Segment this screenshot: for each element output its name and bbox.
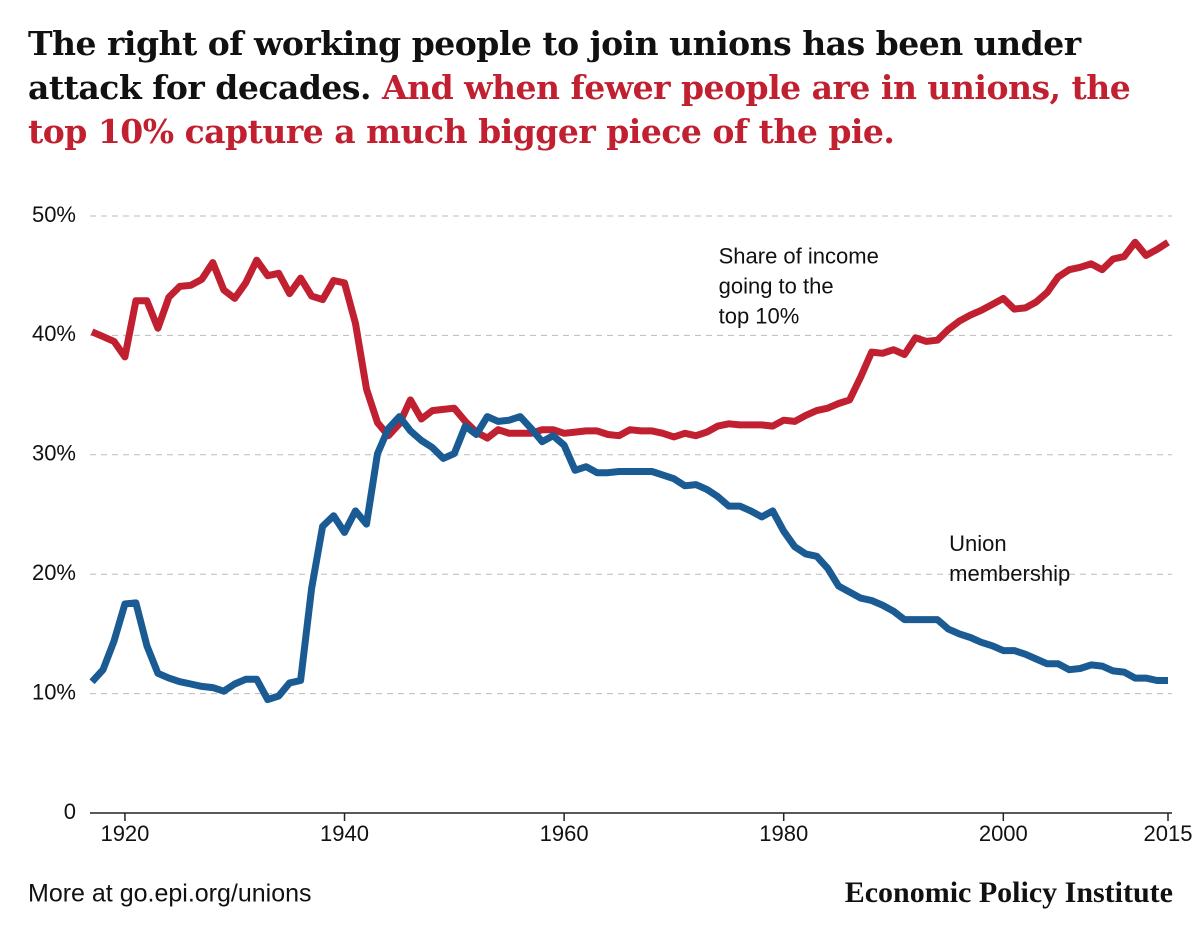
annotation: Share of income [719, 243, 879, 268]
x-tick-label: 1920 [100, 821, 149, 846]
title-main: The right of working people to join unio… [28, 24, 1081, 107]
source-note: More at go.epi.org/unions [28, 880, 312, 908]
series-line [90, 238, 1170, 442]
source: Economic Policy Institute [845, 876, 1173, 909]
chart-title: The right of working people to join unio… [28, 22, 1178, 154]
y-tick-label: 0 [64, 799, 76, 824]
title-highlight: And when fewer people are in unions, the… [28, 68, 1131, 151]
series-line [89, 413, 1168, 704]
x-tick-label: 2015 [1144, 821, 1193, 846]
x-tick-label: 1940 [320, 821, 369, 846]
annotation: membership [949, 561, 1070, 586]
y-tick-label: 50% [32, 202, 76, 227]
annotation: top 10% [719, 303, 800, 328]
annotation: Union [949, 531, 1006, 556]
y-tick-label: 40% [32, 321, 76, 346]
x-tick-label: 2000 [979, 821, 1028, 846]
x-tick-label: 1960 [540, 821, 589, 846]
y-tick-label: 10% [32, 679, 76, 704]
x-tick-label: 1980 [759, 821, 808, 846]
y-tick-label: 30% [32, 441, 76, 466]
annotation: going to the [719, 273, 834, 298]
y-tick-label: 20% [32, 560, 76, 585]
